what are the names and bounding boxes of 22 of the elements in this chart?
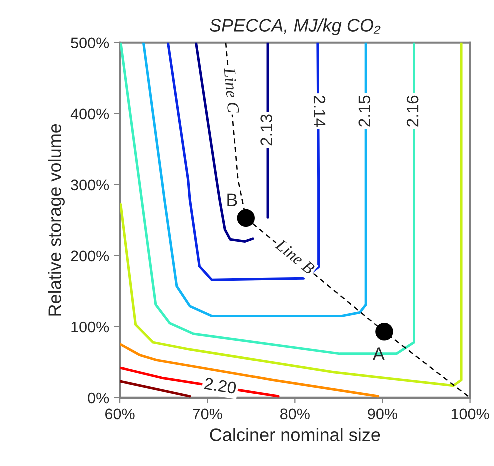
y-axis-title: Relative storage volume bbox=[48, 124, 65, 316]
x-tick-label: 80% bbox=[280, 408, 310, 420]
text: 2.14 bbox=[314, 96, 326, 128]
series-label: B bbox=[228, 194, 238, 206]
text: Line B bbox=[274, 238, 316, 276]
y-tick-label: 300% bbox=[71, 180, 110, 191]
text: 2.13 bbox=[260, 114, 272, 146]
text: 2.16 bbox=[406, 96, 419, 127]
x-tick-label: 70% bbox=[193, 408, 222, 420]
x-tick-label: 90% bbox=[368, 408, 398, 420]
x-tick-label: 100% bbox=[452, 408, 490, 420]
text: 2.15 bbox=[358, 96, 371, 127]
x-axis-title: Calciner nominal size bbox=[210, 428, 380, 442]
text: Line C bbox=[224, 68, 240, 114]
x-tick-label: 60% bbox=[106, 408, 135, 420]
y-tick-label: 0% bbox=[88, 392, 110, 404]
y-tick-label: 500% bbox=[71, 38, 110, 49]
chart-title: SPECCA, MJ/kg CO₂ bbox=[210, 18, 381, 36]
y-tick-label: 400% bbox=[70, 108, 110, 120]
y-tick-label: 200% bbox=[71, 250, 110, 262]
y-tick-label: 100% bbox=[72, 322, 110, 333]
text: 2.20 bbox=[204, 378, 237, 394]
